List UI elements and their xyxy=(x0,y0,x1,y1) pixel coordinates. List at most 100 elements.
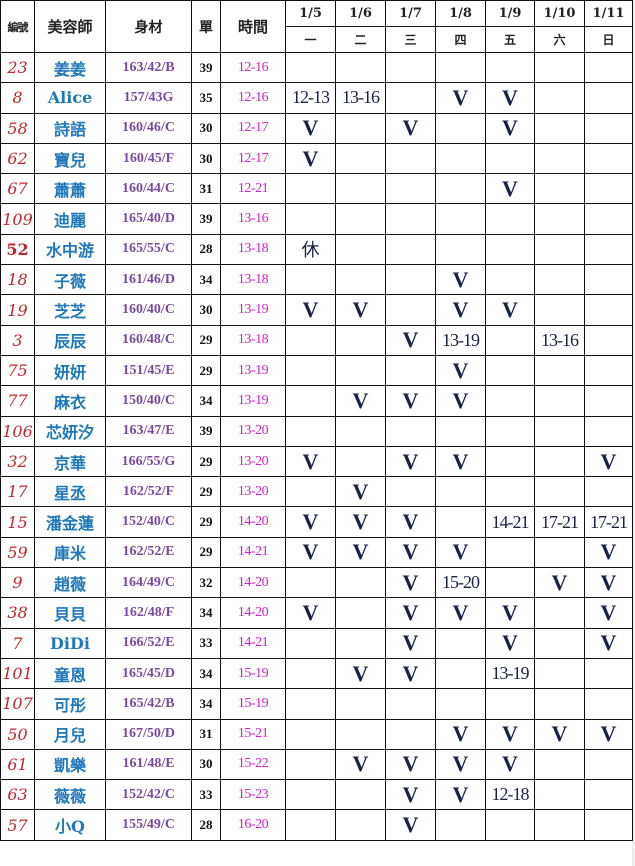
schedule-cell xyxy=(335,324,386,356)
staff-hours: 15-22 xyxy=(220,748,286,781)
schedule-cell xyxy=(584,415,633,447)
schedule-cell: V xyxy=(435,294,486,326)
staff-body: 162/48/F xyxy=(105,597,192,629)
schedule-cell: V xyxy=(584,718,633,750)
table-row: 9 趙薇 164/49/C 32 14-20 V 15-20 V V xyxy=(0,567,633,599)
staff-hours: 13-18 xyxy=(220,233,286,266)
schedule-cell: 12-13 xyxy=(285,82,336,114)
window-edge xyxy=(632,0,635,866)
schedule-cell: V xyxy=(385,112,436,144)
staff-id: 8 xyxy=(0,82,35,114)
staff-count: 34 xyxy=(191,657,221,690)
schedule-cell xyxy=(335,809,386,841)
header-weekday: 一 xyxy=(285,26,336,53)
staff-count: 33 xyxy=(191,779,221,811)
schedule-cell: 15-20 xyxy=(435,567,486,599)
table-row: 32 京華 166/55/G 29 13-20 V V V V xyxy=(0,445,633,478)
staff-body: 162/52/F xyxy=(105,476,192,508)
staff-count: 34 xyxy=(191,688,221,720)
schedule-cell: V xyxy=(385,657,436,690)
schedule-cell: V xyxy=(335,476,386,508)
schedule-cell xyxy=(285,567,336,599)
schedule-cell xyxy=(385,51,436,84)
schedule-cell xyxy=(435,112,486,144)
schedule-cell xyxy=(485,233,535,266)
schedule-cell xyxy=(285,718,336,750)
schedule-cell xyxy=(285,809,336,841)
schedule-cell: 17-21 xyxy=(584,506,633,538)
schedule-cell xyxy=(385,264,436,296)
table-row: 107 可彤 165/42/B 34 15-19 xyxy=(0,688,633,720)
schedule-cell: V xyxy=(435,718,486,750)
schedule-cell: V xyxy=(485,748,535,781)
staff-body: 150/40/C xyxy=(105,385,192,417)
staff-count: 28 xyxy=(191,233,221,266)
schedule-cell xyxy=(584,476,633,508)
schedule-cell xyxy=(435,233,486,266)
staff-id: 107 xyxy=(0,688,35,720)
schedule-cell xyxy=(435,415,486,447)
staff-body: 164/49/C xyxy=(105,567,192,599)
schedule-cell xyxy=(385,415,436,447)
schedule-cell: V xyxy=(485,112,535,144)
staff-count: 30 xyxy=(191,142,221,175)
staff-count: 34 xyxy=(191,385,221,417)
schedule-cell xyxy=(584,264,633,296)
schedule-cell xyxy=(335,112,386,144)
schedule-cell xyxy=(485,809,535,841)
staff-id: 106 xyxy=(0,415,35,447)
schedule-cell xyxy=(285,476,336,508)
staff-count: 30 xyxy=(191,294,221,326)
schedule-cell xyxy=(435,51,486,84)
staff-id: 7 xyxy=(0,627,35,659)
staff-id: 62 xyxy=(0,142,35,175)
schedule-cell: V xyxy=(485,294,535,326)
staff-count: 34 xyxy=(191,597,221,629)
staff-id: 67 xyxy=(0,173,35,205)
staff-hours: 14-20 xyxy=(220,597,286,629)
staff-name: 寶兒 xyxy=(34,142,106,175)
schedule-cell: V xyxy=(385,627,436,659)
schedule-cell xyxy=(584,294,633,326)
schedule-cell: 12-18 xyxy=(485,779,535,811)
schedule-cell xyxy=(584,657,633,690)
staff-count: 31 xyxy=(191,718,221,750)
staff-id: 50 xyxy=(0,718,35,750)
schedule-cell xyxy=(534,112,585,144)
staff-body: 160/46/C xyxy=(105,112,192,144)
schedule-cell: V xyxy=(435,597,486,629)
schedule-cell xyxy=(584,112,633,144)
header-weekday: 三 xyxy=(385,26,436,53)
schedule-cell xyxy=(335,51,386,84)
staff-name: 詩語 xyxy=(34,112,106,144)
schedule-cell: V xyxy=(335,536,386,569)
schedule-cell: 13-16 xyxy=(335,82,386,114)
staff-body: 155/49/C xyxy=(105,809,192,841)
schedule-cell xyxy=(435,506,486,538)
staff-body: 166/52/E xyxy=(105,627,192,659)
staff-hours: 13-16 xyxy=(220,203,286,235)
schedule-cell xyxy=(385,476,436,508)
header-date: 1/5 xyxy=(285,0,336,27)
schedule-cell: V xyxy=(385,324,436,356)
staff-name: 芯妍汐 xyxy=(34,415,106,447)
schedule-cell xyxy=(335,173,386,205)
staff-hours: 15-21 xyxy=(220,718,286,750)
staff-name: 姜姜 xyxy=(34,51,106,84)
staff-id: 57 xyxy=(0,809,35,841)
staff-id: 32 xyxy=(0,445,35,478)
staff-count: 29 xyxy=(191,324,221,356)
schedule-cell: V xyxy=(534,718,585,750)
staff-name: 麻衣 xyxy=(34,385,106,417)
staff-id: 63 xyxy=(0,779,35,811)
schedule-cell xyxy=(485,264,535,296)
table-row: 109 迪麗 165/40/D 39 13-16 xyxy=(0,203,633,235)
staff-body: 157/43G xyxy=(105,82,192,114)
schedule-cell: V xyxy=(435,779,486,811)
schedule-cell xyxy=(435,688,486,720)
schedule-cell: V xyxy=(285,142,336,175)
table-row: 58 詩語 160/46/C 30 12-17 V V V xyxy=(0,112,633,144)
staff-hours: 13-20 xyxy=(220,445,286,478)
schedule-cell xyxy=(485,203,535,235)
schedule-cell xyxy=(584,203,633,235)
